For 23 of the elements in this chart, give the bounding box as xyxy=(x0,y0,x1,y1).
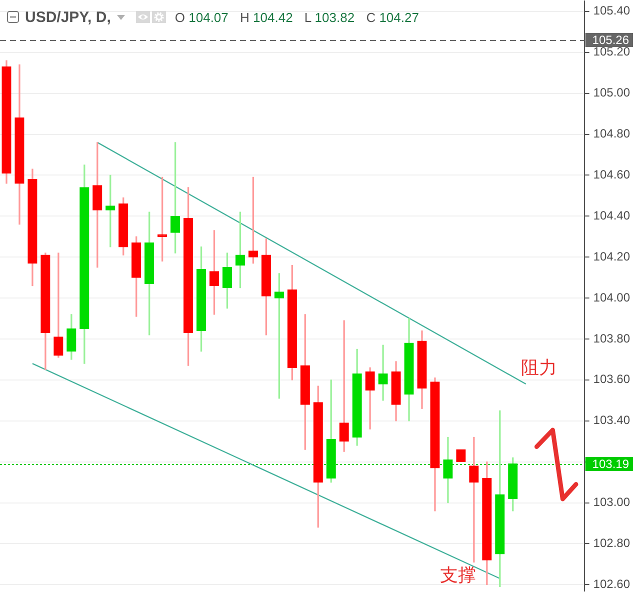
y-tick-label: 102.80 xyxy=(593,536,630,550)
text: USD/JPY, D, xyxy=(25,8,111,26)
y-tick-label: 104.80 xyxy=(593,126,630,141)
y-tick-label: 103.60 xyxy=(593,372,630,386)
candlestick xyxy=(54,252,64,358)
candlestick xyxy=(378,344,388,401)
y-tick-label: 103.80 xyxy=(593,331,630,346)
ref-line-label: 103.19 xyxy=(592,456,630,471)
y-tick-label: 104.40 xyxy=(593,208,630,222)
candlestick xyxy=(469,436,479,562)
y-tick-label: 103.40 xyxy=(593,413,630,428)
ref-line-label: 105.26 xyxy=(592,32,630,47)
y-tick-label: 104.20 xyxy=(593,249,630,264)
annotation: 阻力 xyxy=(520,358,557,379)
y-tick-label: 104.00 xyxy=(593,290,630,304)
y-tick-label: 105.40 xyxy=(593,4,630,18)
y-tick-label: 105.00 xyxy=(593,86,630,100)
y-tick-label: 104.60 xyxy=(593,168,630,182)
annotation: 支撑 xyxy=(440,565,476,586)
y-tick-label: 102.60 xyxy=(593,576,630,591)
text: O 104.07 H 104.42 L 103.82 C 104.27 xyxy=(174,10,419,24)
y-tick-label: 105.20 xyxy=(593,44,630,59)
y-tick-label: 103.00 xyxy=(593,495,630,510)
